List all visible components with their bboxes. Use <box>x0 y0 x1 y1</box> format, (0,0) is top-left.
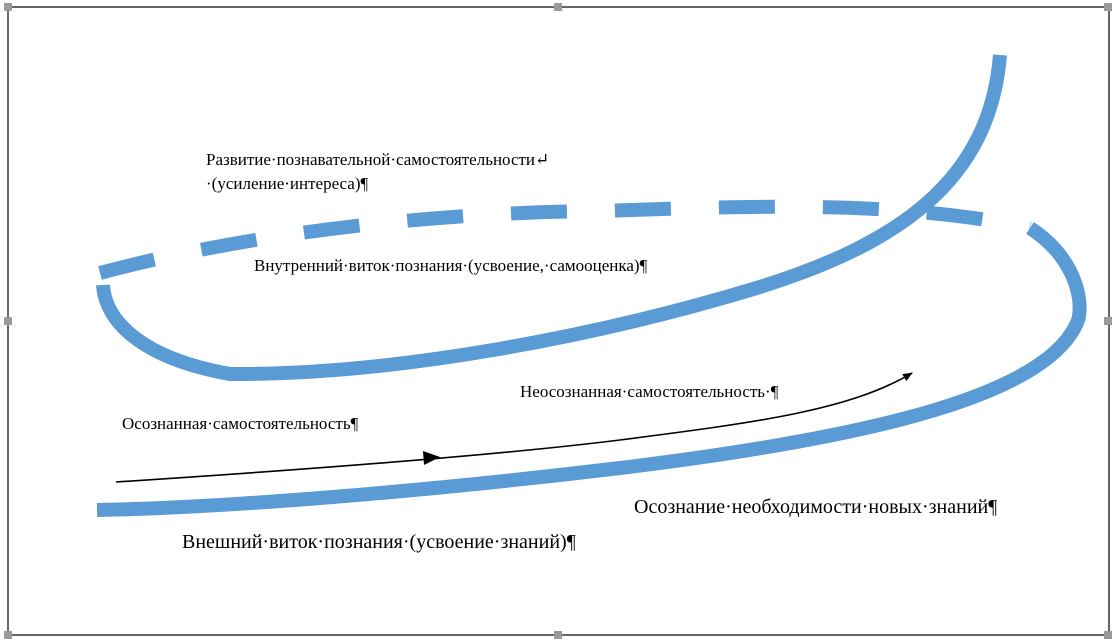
development-arrow <box>115 372 913 483</box>
label-development-line2: ·(усиление·интереса)¶ <box>206 174 369 193</box>
handle-bottom-center[interactable] <box>554 631 562 639</box>
mid-arrowhead-icon <box>423 451 440 465</box>
label-unconscious-independence: Неосознанная·самостоятельность·¶ <box>520 382 779 401</box>
spiral-solid-segment <box>96 54 1087 517</box>
label-conscious-independence: Осознанная·самостоятельность¶ <box>122 414 359 433</box>
label-outer-turn: Внешний·виток·познания·(усвоение·знаний)… <box>182 531 576 553</box>
handle-middle-left[interactable] <box>4 317 12 325</box>
handle-top-center[interactable] <box>554 3 562 11</box>
handle-bottom-left[interactable] <box>4 631 12 639</box>
label-development-line1: Развитие·познавательной·самостоятельност… <box>206 150 550 169</box>
label-inner-turn: Внутренний·виток·познания·(усвоение,·сам… <box>254 256 648 275</box>
handle-middle-right[interactable] <box>1104 317 1112 325</box>
spiral-dashed-segment <box>98 199 1032 280</box>
handle-bottom-right[interactable] <box>1104 631 1112 639</box>
label-awareness-new-knowledge: Осознание·необходимости·новых·знаний¶ <box>634 496 998 518</box>
resize-handles[interactable] <box>4 3 1112 639</box>
handle-top-left[interactable] <box>4 3 12 11</box>
handle-top-right[interactable] <box>1104 3 1112 11</box>
